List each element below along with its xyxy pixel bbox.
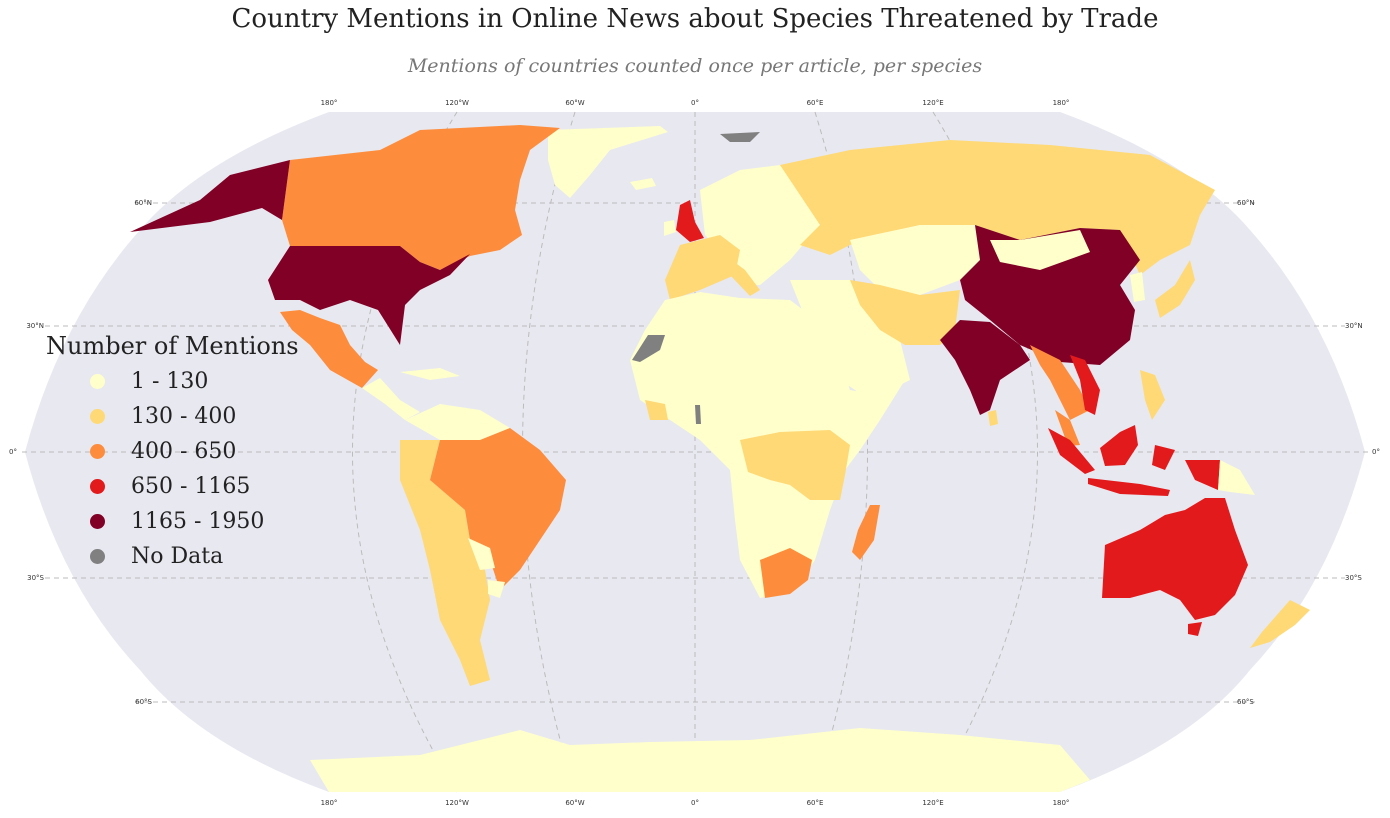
- southeast-asia-mainland: [1030, 345, 1090, 420]
- legend-item: 1165 - 1950: [90, 504, 299, 539]
- caribbean: [400, 368, 460, 380]
- map-title: Country Mentions in Online News about Sp…: [231, 4, 1159, 34]
- japan: [1155, 260, 1195, 318]
- indonesia-sulawesi: [1152, 445, 1175, 470]
- lon-labels-bottom: 180° 120°W 60°W 0° 60°E 120°E 180°: [321, 799, 1070, 807]
- philippines: [1140, 370, 1165, 420]
- south-america-andes: [400, 440, 490, 686]
- lon-label: 120°E: [922, 99, 943, 107]
- canada: [282, 125, 560, 270]
- legend-item: 130 - 400: [90, 399, 299, 434]
- legend-swatch: [90, 514, 105, 529]
- legend-swatch: [90, 549, 105, 564]
- map-subtitle: Mentions of countries counted once per a…: [407, 55, 983, 77]
- indonesia-sumatra: [1048, 428, 1095, 474]
- lon-label: 120°W: [445, 99, 469, 107]
- legend-label: 1 - 130: [131, 369, 209, 394]
- lat-labels-right: 60°N 30°N 0° 30°S 60°S: [1237, 199, 1380, 706]
- usa: [268, 246, 470, 345]
- iran: [850, 280, 960, 345]
- lat-label: 0°: [1372, 448, 1380, 456]
- legend: Number of Mentions 1 - 130 130 - 400 400…: [46, 332, 299, 574]
- south-africa: [760, 548, 812, 598]
- west-africa: [645, 400, 668, 420]
- lat-label: 60°N: [134, 199, 152, 207]
- lat-label: 0°: [9, 448, 17, 456]
- legend-swatch: [90, 409, 105, 424]
- lat-label: 60°S: [135, 698, 152, 706]
- lon-label: 60°W: [565, 799, 584, 807]
- south-america-north: [405, 404, 510, 440]
- lon-label: 120°W: [445, 799, 469, 807]
- lon-label: 180°: [1053, 99, 1070, 107]
- uruguay: [488, 580, 505, 598]
- central-america: [362, 378, 420, 420]
- western-sahara: [632, 335, 665, 362]
- lon-labels-top: 180° 120°W 60°W 0° 60°E 120°E 180°: [321, 99, 1070, 107]
- legend-swatch: [90, 479, 105, 494]
- australia: [1102, 498, 1248, 620]
- tasmania: [1188, 622, 1202, 636]
- indonesia-java: [1088, 478, 1170, 496]
- india: [940, 320, 1030, 415]
- legend-swatch: [90, 444, 105, 459]
- paraguay: [468, 538, 495, 570]
- korea: [1130, 272, 1145, 302]
- legend-item: 650 - 1165: [90, 469, 299, 504]
- gabon: [695, 405, 701, 424]
- legend-label: 400 - 650: [131, 439, 237, 464]
- lon-label: 60°E: [807, 99, 824, 107]
- central-asia: [850, 225, 980, 295]
- antarctica: [310, 728, 1090, 792]
- ireland: [664, 220, 676, 236]
- lat-label: 30°S: [1345, 574, 1362, 582]
- mongolia: [990, 230, 1090, 270]
- brazil: [430, 428, 566, 590]
- lon-label: 0°: [691, 799, 699, 807]
- legend-swatch: [90, 374, 105, 389]
- malay-peninsula: [1055, 410, 1080, 446]
- sri-lanka: [988, 410, 998, 426]
- lat-labels-left: 60°N 30°N 0° 30°S 60°S: [9, 199, 153, 706]
- italy: [725, 255, 760, 296]
- svalbard: [720, 132, 760, 142]
- lat-label: 30°N: [26, 322, 44, 330]
- lat-label: 30°S: [27, 574, 44, 582]
- united-kingdom: [676, 200, 704, 242]
- russia: [780, 140, 1215, 275]
- indonesia-borneo: [1100, 425, 1138, 466]
- alaska: [130, 160, 290, 232]
- legend-label: 130 - 400: [131, 404, 237, 429]
- legend-item: 400 - 650: [90, 434, 299, 469]
- legend-item: 1 - 130: [90, 364, 299, 399]
- new-zealand: [1250, 600, 1310, 648]
- legend-label: 1165 - 1950: [131, 509, 265, 534]
- indonesia-papua: [1185, 460, 1220, 490]
- lat-label: 30°N: [1345, 322, 1363, 330]
- lat-label: 60°N: [1237, 199, 1255, 207]
- legend-label: 650 - 1165: [131, 474, 251, 499]
- lon-label: 120°E: [922, 799, 943, 807]
- lon-label: 180°: [321, 799, 338, 807]
- lon-label: 60°W: [565, 99, 584, 107]
- lon-label: 180°: [1053, 799, 1070, 807]
- papua-new-guinea: [1218, 460, 1255, 495]
- lat-label: 60°S: [1237, 698, 1254, 706]
- lon-label: 0°: [691, 99, 699, 107]
- legend-label: No Data: [131, 544, 224, 569]
- legend-title: Number of Mentions: [46, 332, 299, 360]
- lon-label: 180°: [321, 99, 338, 107]
- iceland: [630, 178, 656, 190]
- france-iberia: [665, 235, 740, 300]
- mexico: [280, 310, 378, 388]
- lon-label: 60°E: [807, 799, 824, 807]
- madagascar: [852, 505, 880, 560]
- east-africa: [740, 430, 850, 500]
- greenland: [548, 126, 668, 198]
- vietnam: [1070, 355, 1100, 415]
- legend-item: No Data: [90, 539, 299, 574]
